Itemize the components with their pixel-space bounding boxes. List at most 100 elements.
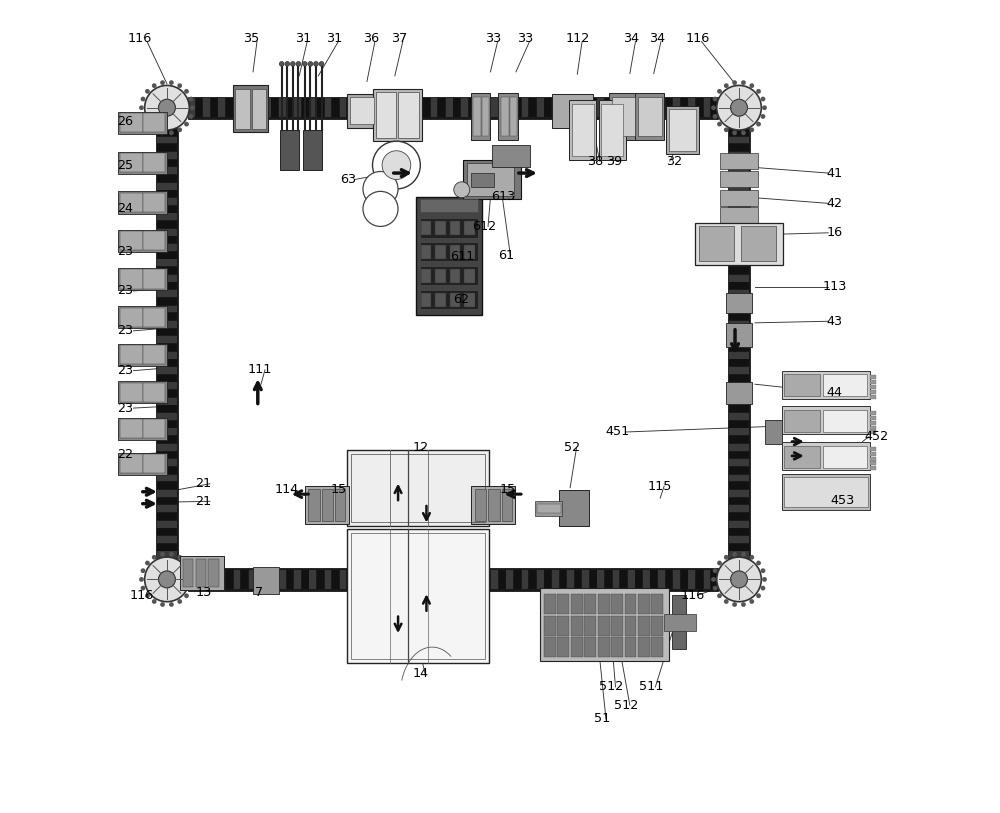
Text: 44: 44: [827, 385, 843, 398]
Bar: [729, 544, 749, 550]
Bar: [650, 570, 657, 589]
Bar: [782, 442, 870, 470]
Bar: [729, 398, 749, 405]
Text: 116: 116: [685, 32, 710, 45]
Bar: [370, 570, 377, 589]
Circle shape: [762, 106, 767, 110]
Bar: [870, 426, 876, 429]
Circle shape: [732, 80, 737, 85]
Bar: [233, 85, 268, 132]
Bar: [157, 398, 177, 405]
Bar: [118, 453, 167, 475]
Circle shape: [189, 97, 193, 102]
Bar: [582, 98, 589, 117]
Bar: [400, 98, 407, 117]
Bar: [625, 615, 636, 636]
Circle shape: [152, 599, 157, 604]
Bar: [157, 137, 177, 143]
Circle shape: [717, 122, 722, 127]
Bar: [378, 98, 384, 117]
Circle shape: [717, 561, 722, 565]
Bar: [183, 559, 193, 586]
Bar: [157, 298, 177, 305]
Bar: [120, 307, 143, 327]
Bar: [635, 98, 642, 117]
Bar: [695, 224, 783, 265]
Bar: [252, 89, 266, 129]
Bar: [476, 570, 483, 589]
Bar: [120, 454, 143, 473]
Bar: [157, 198, 177, 205]
Text: 62: 62: [453, 293, 469, 307]
Bar: [870, 421, 876, 425]
Bar: [572, 104, 594, 155]
Bar: [729, 237, 749, 243]
Bar: [729, 167, 749, 174]
Circle shape: [711, 106, 716, 110]
Bar: [438, 98, 445, 117]
Bar: [420, 242, 478, 262]
Bar: [569, 100, 596, 159]
Bar: [870, 462, 876, 466]
Circle shape: [158, 99, 175, 116]
Bar: [157, 551, 177, 559]
Bar: [571, 637, 583, 658]
Bar: [157, 275, 177, 281]
Bar: [355, 570, 362, 589]
Circle shape: [382, 150, 411, 180]
Bar: [784, 410, 820, 432]
Bar: [720, 153, 758, 169]
Bar: [729, 275, 749, 281]
Bar: [234, 570, 240, 589]
Bar: [157, 175, 177, 182]
Bar: [435, 245, 446, 259]
Bar: [870, 416, 876, 420]
Bar: [249, 570, 256, 589]
Bar: [620, 98, 627, 117]
Bar: [567, 98, 574, 117]
Bar: [613, 570, 619, 589]
Bar: [475, 489, 486, 521]
Bar: [303, 130, 322, 170]
Circle shape: [761, 114, 765, 119]
Bar: [471, 486, 515, 524]
Bar: [453, 570, 460, 589]
Bar: [729, 206, 749, 212]
Bar: [157, 536, 177, 543]
Bar: [408, 98, 415, 117]
Circle shape: [713, 114, 717, 119]
Bar: [651, 593, 663, 614]
Bar: [575, 570, 581, 589]
Bar: [157, 313, 177, 320]
Bar: [415, 98, 422, 117]
Bar: [157, 382, 177, 389]
Bar: [143, 193, 165, 212]
Bar: [729, 306, 749, 312]
Circle shape: [177, 555, 182, 559]
Bar: [385, 98, 392, 117]
Circle shape: [731, 99, 747, 116]
Bar: [638, 637, 650, 658]
Bar: [696, 570, 703, 589]
Circle shape: [145, 85, 189, 130]
Text: 32: 32: [666, 154, 682, 167]
Text: 112: 112: [565, 32, 589, 45]
Bar: [157, 506, 177, 512]
Text: 33: 33: [517, 32, 534, 45]
Text: 31: 31: [326, 32, 342, 45]
Bar: [522, 570, 528, 589]
Bar: [729, 421, 749, 428]
Bar: [347, 450, 489, 526]
Text: 7: 7: [255, 586, 263, 599]
Bar: [782, 406, 870, 434]
Bar: [784, 477, 868, 506]
Circle shape: [141, 568, 145, 573]
Bar: [294, 570, 301, 589]
Text: 52: 52: [564, 441, 581, 454]
Bar: [726, 293, 752, 313]
Bar: [118, 151, 167, 174]
Bar: [666, 107, 699, 154]
Bar: [729, 451, 749, 459]
Circle shape: [279, 62, 284, 67]
Bar: [249, 98, 256, 117]
